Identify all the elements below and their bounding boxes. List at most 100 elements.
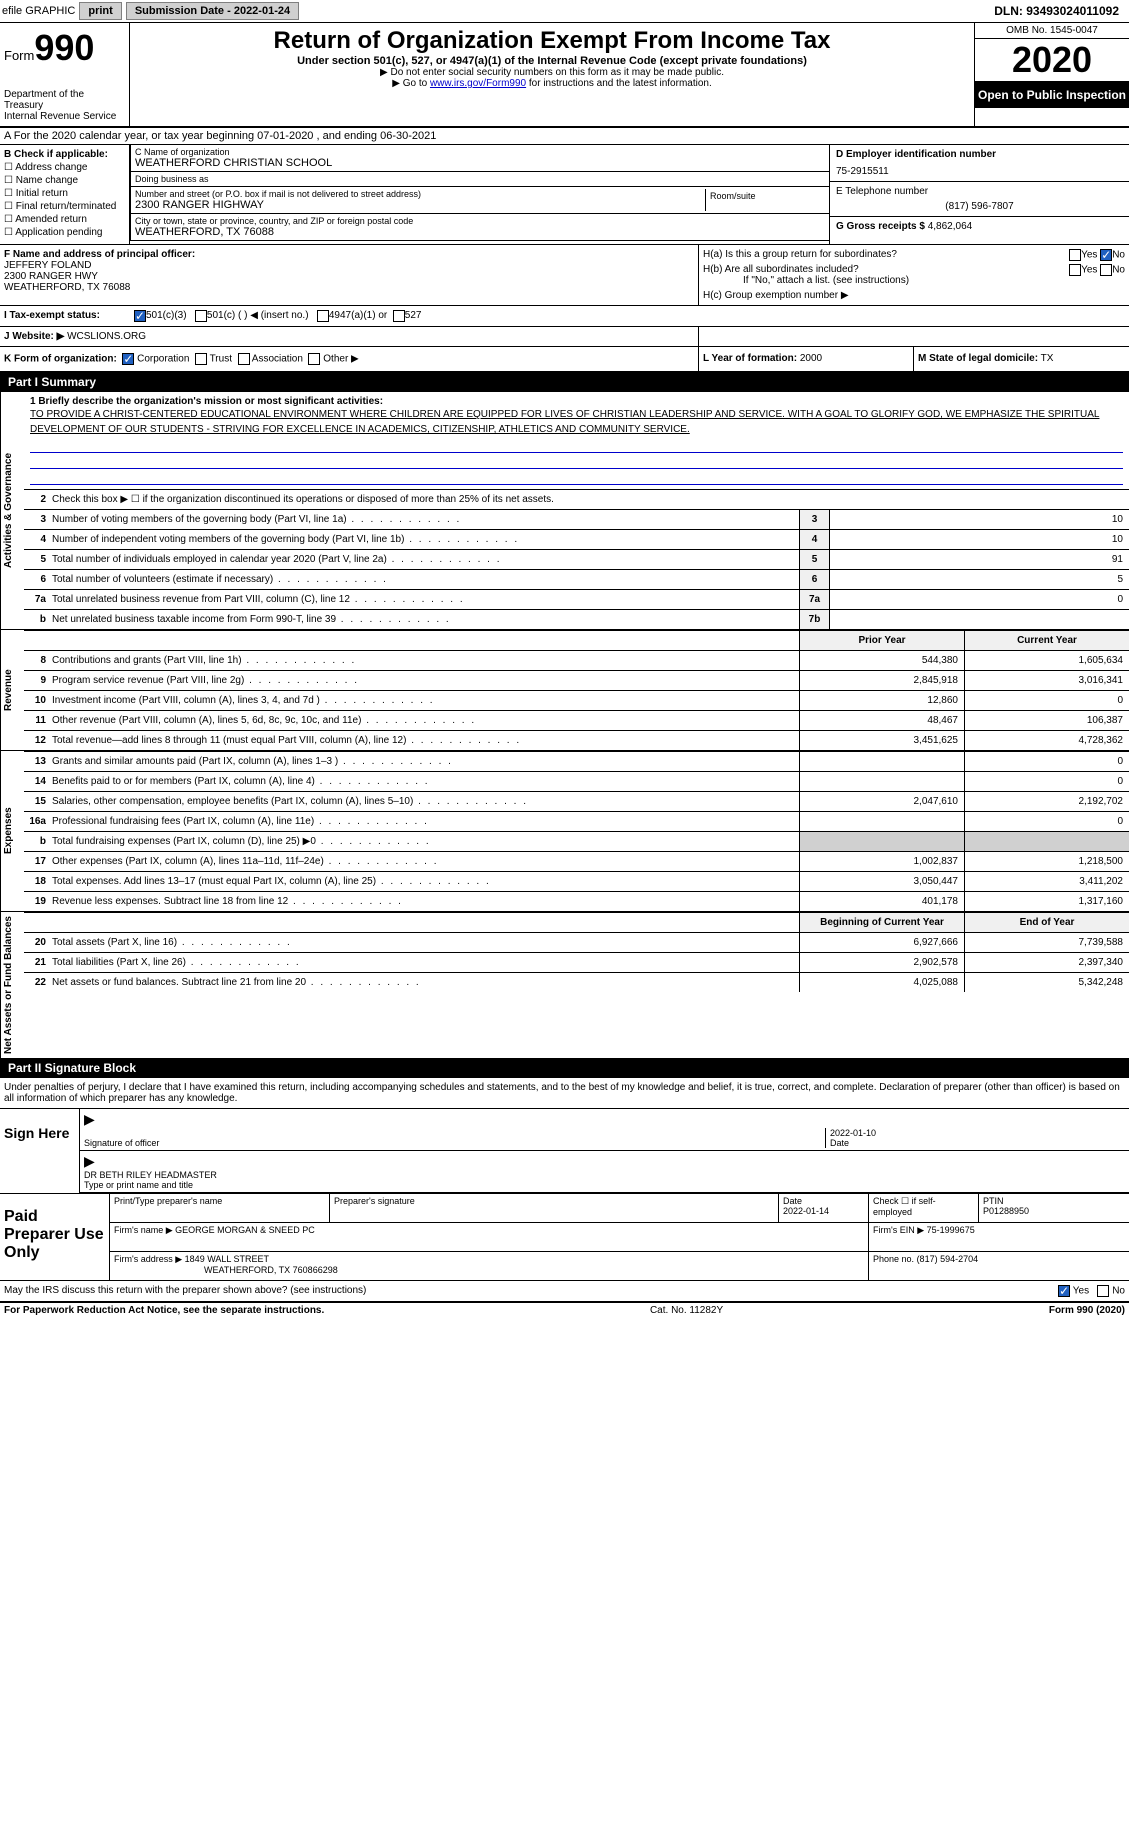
end-year-header: End of Year — [964, 913, 1129, 932]
identification-block: B Check if applicable: Address change Na… — [0, 145, 1129, 245]
chk-address-change[interactable]: Address change — [4, 162, 125, 173]
data-row: 12Total revenue—add lines 8 through 11 (… — [24, 730, 1129, 750]
dept-treasury: Department of the Treasury — [4, 89, 125, 111]
type-name-label: Type or print name and title — [84, 1180, 1125, 1190]
org-name-row: C Name of organization WEATHERFORD CHRIS… — [131, 145, 829, 172]
chk-amended-return[interactable]: Amended return — [4, 214, 125, 225]
address-row: Number and street (or P.O. box if mail i… — [131, 187, 829, 214]
form-label: Form — [4, 48, 34, 63]
website-row: J Website: ▶ WCSLIONS.ORG — [0, 327, 1129, 347]
paid-preparer-label: Paid Preparer Use Only — [0, 1194, 110, 1280]
dba-row: Doing business as — [131, 172, 829, 187]
tax-exempt-status: I Tax-exempt status: 501(c)(3) 501(c) ( … — [0, 306, 1129, 327]
data-row: 10Investment income (Part VIII, column (… — [24, 690, 1129, 710]
chk-initial-return[interactable]: Initial return — [4, 188, 125, 199]
chk-4947[interactable] — [317, 310, 329, 322]
data-row: 16aProfessional fundraising fees (Part I… — [24, 811, 1129, 831]
data-row: 18Total expenses. Add lines 13–17 (must … — [24, 871, 1129, 891]
omb-number: OMB No. 1545-0047 — [975, 23, 1129, 39]
net-assets-section: Net Assets or Fund Balances Beginning of… — [0, 912, 1129, 1059]
part1-header: Part I Summary — [0, 373, 1129, 392]
q1-label: 1 Briefly describe the organization's mi… — [30, 396, 1123, 407]
chk-application-pending[interactable]: Application pending — [4, 227, 125, 238]
chk-501c3[interactable] — [134, 310, 146, 322]
declaration-text: Under penalties of perjury, I declare th… — [0, 1078, 1129, 1108]
street-address: 2300 RANGER HIGHWAY — [135, 199, 705, 211]
efile-label: efile GRAPHIC — [2, 5, 75, 17]
irs-link[interactable]: www.irs.gov/Form990 — [430, 78, 526, 89]
chk-other[interactable] — [308, 353, 320, 365]
data-row: bTotal fundraising expenses (Part IX, co… — [24, 831, 1129, 851]
hb-no[interactable] — [1100, 264, 1112, 276]
sign-here-label: Sign Here — [0, 1109, 80, 1193]
print-button[interactable]: print — [79, 2, 121, 20]
revenue-section: Revenue Prior Year Current Year 8Contrib… — [0, 630, 1129, 751]
gross-value: 4,862,064 — [928, 221, 973, 232]
data-row: 9Program service revenue (Part VIII, lin… — [24, 670, 1129, 690]
mission-text: TO PROVIDE A CHRIST-CENTERED EDUCATIONAL… — [30, 407, 1123, 437]
irs-label: Internal Revenue Service — [4, 111, 125, 122]
prep-name-label: Print/Type preparer's name — [110, 1194, 330, 1222]
chk-527[interactable] — [393, 310, 405, 322]
principal-officer: F Name and address of principal officer:… — [0, 245, 699, 305]
phone-value: (817) 596-7807 — [836, 201, 1123, 212]
city-row: City or town, state or province, country… — [131, 214, 829, 240]
data-row: 17Other expenses (Part IX, column (A), l… — [24, 851, 1129, 871]
form-page: Form 990 (2020) — [1049, 1305, 1125, 1316]
prep-date: 2022-01-14 — [783, 1206, 864, 1216]
gov-row: 3Number of voting members of the governi… — [24, 509, 1129, 529]
tax-year: 2020 — [975, 39, 1129, 82]
discuss-with-preparer: May the IRS discuss this return with the… — [0, 1280, 1129, 1303]
data-row: 13Grants and similar amounts paid (Part … — [24, 751, 1129, 771]
chk-trust[interactable] — [195, 353, 207, 365]
dln: DLN: 93493024011092 — [994, 4, 1127, 18]
submission-date: Submission Date - 2022-01-24 — [126, 2, 299, 20]
chk-final-return[interactable]: Final return/terminated — [4, 201, 125, 212]
sig-officer-label: Signature of officer — [84, 1138, 825, 1148]
discuss-no[interactable] — [1097, 1285, 1109, 1297]
firm-addr1: 1849 WALL STREET — [185, 1254, 269, 1264]
city-state-zip: WEATHERFORD, TX 76088 — [135, 226, 825, 238]
officer-addr2: WEATHERFORD, TX 76088 — [4, 282, 694, 293]
check-self-employed[interactable]: Check ☐ if self-employed — [869, 1194, 979, 1222]
chk-501c[interactable] — [195, 310, 207, 322]
begin-year-header: Beginning of Current Year — [799, 913, 964, 932]
ha-yes[interactable] — [1069, 249, 1081, 261]
website-value: WCSLIONS.ORG — [67, 331, 146, 342]
prep-sig-label: Preparer's signature — [330, 1194, 779, 1222]
date-label: Date — [830, 1138, 1125, 1148]
data-row: 20Total assets (Part X, line 16)6,927,66… — [24, 932, 1129, 952]
hb-yes[interactable] — [1069, 264, 1081, 276]
form-subtitle: Under section 501(c), 527, or 4947(a)(1)… — [138, 55, 966, 67]
ein-value: 75-2915511 — [836, 166, 1123, 177]
chk-name-change[interactable]: Name change — [4, 175, 125, 186]
ha-no[interactable] — [1100, 249, 1112, 261]
room-suite-label: Room/suite — [710, 191, 821, 201]
firm-phone: (817) 594-2704 — [917, 1254, 979, 1264]
gov-row: 7aTotal unrelated business revenue from … — [24, 589, 1129, 609]
header-left: Form990 Department of the Treasury Inter… — [0, 23, 130, 126]
vtab-net-assets: Net Assets or Fund Balances — [0, 912, 24, 1058]
row-f-h: F Name and address of principal officer:… — [0, 245, 1129, 306]
open-to-public: Open to Public Inspection — [975, 82, 1129, 108]
gov-row: 4Number of independent voting members of… — [24, 529, 1129, 549]
chk-association[interactable] — [238, 353, 250, 365]
paid-preparer-block: Paid Preparer Use Only Print/Type prepar… — [0, 1193, 1129, 1280]
form-header: Form990 Department of the Treasury Inter… — [0, 23, 1129, 128]
data-row: 19Revenue less expenses. Subtract line 1… — [24, 891, 1129, 911]
group-return: H(a) Is this a group return for subordin… — [699, 245, 1129, 305]
header-right: OMB No. 1545-0047 2020 Open to Public In… — [974, 23, 1129, 126]
vtab-expenses: Expenses — [0, 751, 24, 911]
prior-year-header: Prior Year — [799, 631, 964, 650]
firm-name: GEORGE MORGAN & SNEED PC — [175, 1225, 315, 1235]
section-a: A For the 2020 calendar year, or tax yea… — [0, 128, 1129, 145]
year-formation: 2000 — [800, 353, 822, 364]
page-footer: For Paperwork Reduction Act Notice, see … — [0, 1303, 1129, 1318]
officer-addr1: 2300 RANGER HWY — [4, 271, 694, 282]
data-row: 11Other revenue (Part VIII, column (A), … — [24, 710, 1129, 730]
col-b-title: B Check if applicable: — [4, 149, 125, 160]
chk-corporation[interactable] — [122, 353, 134, 365]
discuss-yes[interactable] — [1058, 1285, 1070, 1297]
state-domicile: TX — [1041, 353, 1054, 364]
phone-label: E Telephone number — [836, 186, 1123, 197]
